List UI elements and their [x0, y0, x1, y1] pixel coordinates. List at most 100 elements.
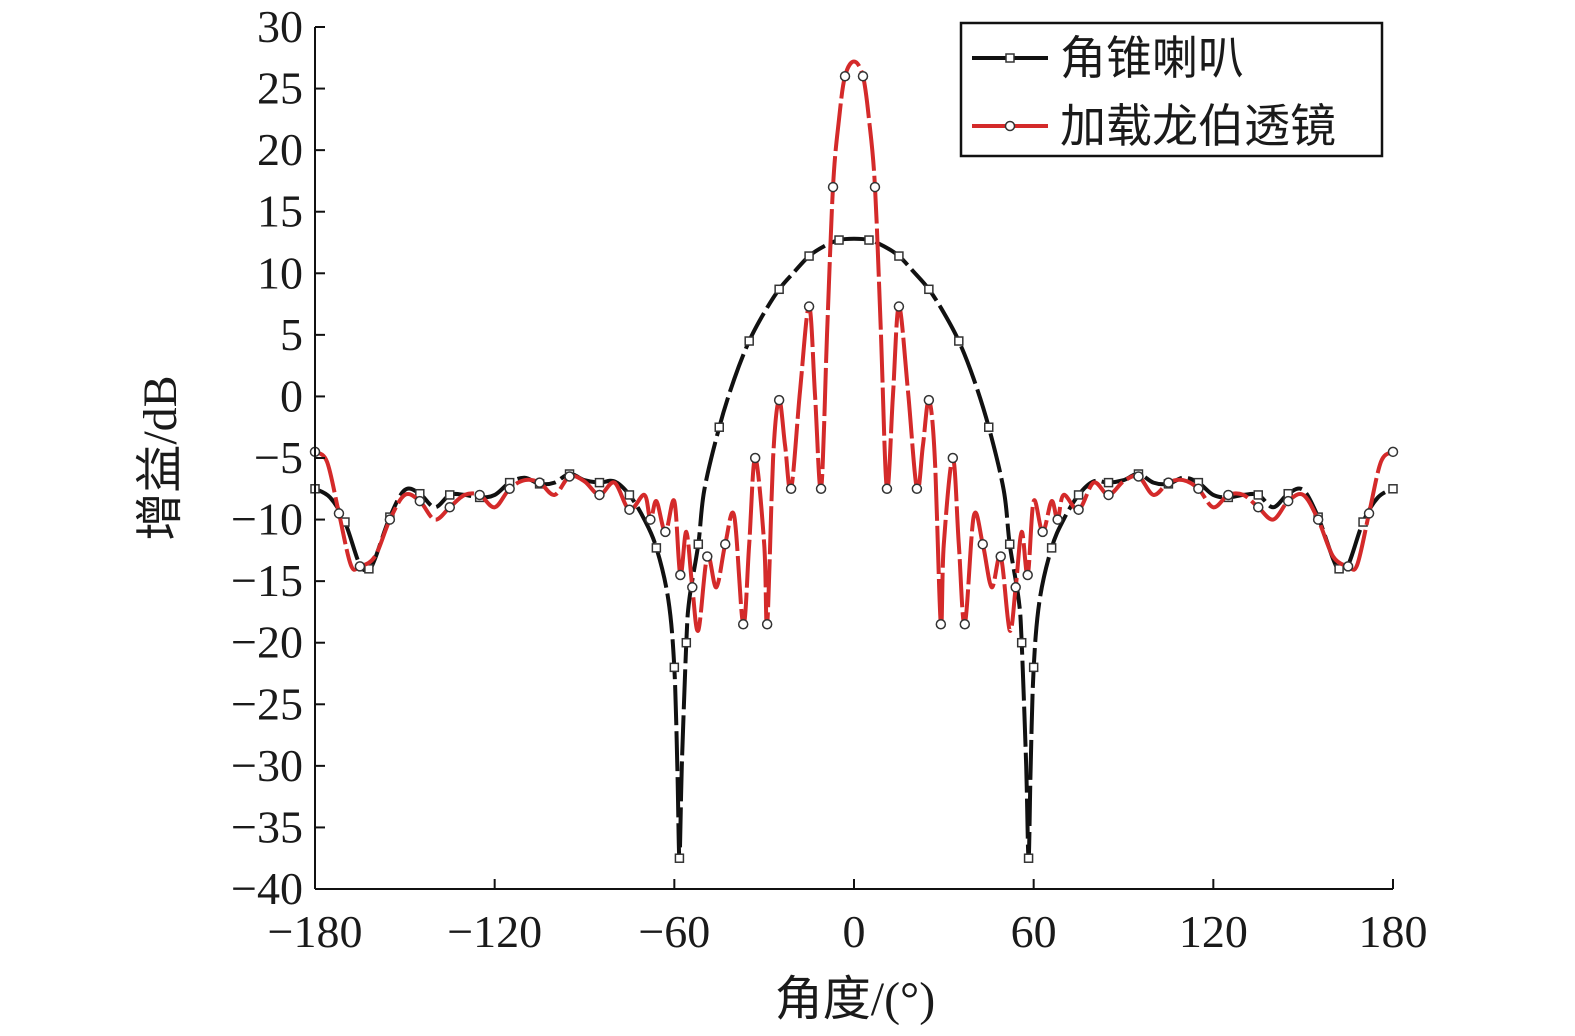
data-point [675, 569, 686, 581]
x-tick-label: 0 [843, 906, 866, 957]
x-tick-label: 120 [1179, 906, 1248, 957]
data-point [1023, 853, 1034, 863]
data-point [984, 422, 994, 432]
data-point [761, 618, 773, 630]
data-point [1133, 471, 1144, 482]
series-line [314, 236, 1394, 861]
data-point [669, 662, 680, 673]
data-point [1016, 637, 1027, 648]
data-point [954, 336, 964, 346]
data-point [645, 514, 656, 525]
data-point [651, 543, 662, 553]
data-point [687, 582, 698, 593]
y-tick-label: −35 [231, 801, 303, 852]
data-point [624, 504, 635, 515]
series-2 [309, 59, 1399, 633]
data-point [594, 489, 605, 501]
x-axis-title: 角度/(°) [775, 973, 936, 1026]
data-point [834, 235, 844, 245]
data-point [815, 483, 827, 495]
data-point [564, 471, 575, 482]
y-tick-label: −20 [231, 617, 303, 668]
data-point [594, 477, 605, 488]
y-tick-label: −40 [231, 863, 303, 914]
y-tick-label: 30 [257, 1, 303, 52]
y-tick-label: −30 [231, 740, 303, 791]
data-point [749, 452, 761, 464]
data-point [1387, 446, 1399, 458]
data-point [827, 181, 839, 193]
data-point [534, 477, 545, 488]
y-axis-title: 增益/dB [134, 375, 187, 540]
data-point [1253, 502, 1264, 513]
data-point [881, 483, 893, 495]
data-point [774, 284, 784, 295]
data-point [660, 526, 671, 538]
data-point [384, 514, 396, 525]
data-point [744, 336, 754, 346]
data-point [924, 284, 934, 295]
y-tick-label: −5 [254, 432, 303, 483]
x-tick-label: −180 [268, 906, 363, 957]
series-line [313, 59, 1395, 633]
data-point [1388, 484, 1398, 494]
data-point [504, 483, 515, 495]
data-point [1163, 477, 1174, 488]
data-point [911, 483, 923, 495]
data-point [702, 551, 713, 562]
data-point [947, 452, 959, 464]
data-point [1312, 514, 1324, 525]
legend-marker [1004, 120, 1016, 132]
data-point [894, 251, 904, 261]
data-point [624, 490, 635, 500]
data-point [1022, 569, 1033, 581]
legend-label: 角锥喇叭 [1060, 33, 1244, 84]
series-layer [309, 59, 1399, 863]
y-tick-label: −15 [231, 555, 303, 606]
data-point [1073, 490, 1084, 500]
x-tick-label: −60 [638, 906, 710, 957]
data-point [893, 301, 905, 312]
x-tick-label: 60 [1011, 906, 1057, 957]
data-point [445, 490, 455, 500]
data-point [1103, 477, 1114, 488]
data-point [333, 508, 345, 519]
y-tick-label: 15 [257, 186, 303, 237]
data-point [839, 71, 851, 82]
y-tick-label: 0 [280, 370, 303, 421]
y-tick-label: 25 [257, 63, 303, 114]
data-point [1037, 526, 1048, 538]
data-point [869, 181, 881, 193]
data-point [1046, 543, 1057, 553]
data-point [935, 618, 947, 630]
data-point [737, 618, 749, 630]
x-tick-label: 180 [1359, 906, 1428, 957]
data-point [354, 561, 366, 572]
y-tick-label: −10 [231, 494, 303, 545]
data-point [803, 301, 815, 312]
data-point [1253, 490, 1263, 500]
data-point [785, 483, 797, 495]
data-point [1193, 483, 1204, 495]
data-point [719, 538, 731, 550]
data-point [1342, 561, 1354, 572]
data-point [1052, 514, 1063, 525]
data-point [1223, 489, 1234, 501]
data-point [693, 539, 704, 549]
data-point [1282, 495, 1294, 507]
y-tick-label: 20 [257, 124, 303, 175]
data-point [857, 71, 869, 82]
data-point [674, 853, 685, 863]
data-point [1028, 662, 1039, 673]
data-point [995, 551, 1006, 562]
data-point [959, 618, 971, 630]
data-point [1010, 582, 1021, 593]
data-point [681, 637, 692, 648]
x-tick-label: −120 [447, 906, 542, 957]
series-1 [310, 235, 1398, 863]
data-point [1103, 489, 1114, 501]
data-point [1004, 539, 1015, 549]
data-point [444, 502, 455, 513]
data-point [864, 235, 874, 245]
